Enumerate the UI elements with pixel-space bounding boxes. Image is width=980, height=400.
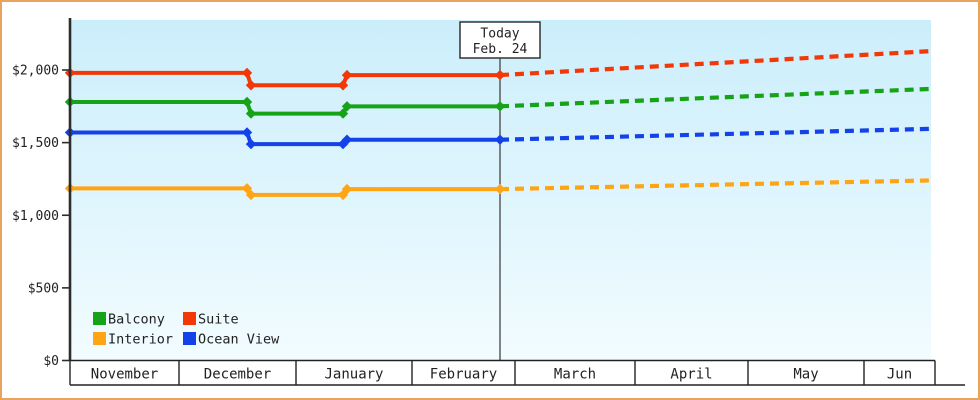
data-point-marker (241, 67, 253, 79)
data-point-marker (245, 189, 257, 201)
series-lines (64, 49, 932, 201)
data-point-marker (494, 183, 506, 195)
today-marker-box: Today Feb. 24 (459, 21, 541, 59)
legend: Balcony Suite Interior Ocean View (93, 312, 280, 348)
month-label: April (670, 367, 712, 383)
legend-label-suite: Suite (198, 312, 239, 328)
month-label: December (204, 367, 271, 383)
data-point-marker (241, 127, 253, 138)
legend-swatch-ocean-view (183, 332, 196, 345)
y-axis: $0 $500 $1,000 $1,500 $2,000 (12, 18, 72, 369)
month-label: May (793, 367, 818, 383)
data-point-marker (245, 108, 257, 119)
legend-swatch-balcony (93, 312, 106, 325)
forecast-line-interior (499, 178, 932, 192)
month-label: Jun (887, 367, 912, 383)
data-point-marker (337, 108, 349, 119)
data-point-marker (341, 101, 353, 112)
legend-swatch-interior (93, 332, 106, 345)
legend-label-interior: Interior (108, 332, 173, 348)
y-axis-tick-label: $0 (43, 354, 59, 369)
y-axis-tick-label: $1,000 (12, 209, 59, 224)
data-point-marker (341, 183, 353, 195)
series-line-ocean-view (70, 130, 500, 147)
month-label: January (324, 367, 383, 383)
series-line-suite (70, 70, 500, 88)
data-point-marker (245, 80, 257, 91)
month-label: November (91, 367, 158, 383)
data-point-marker (494, 134, 506, 145)
legend-label-ocean-view: Ocean View (198, 332, 280, 348)
data-point-marker (245, 138, 257, 150)
data-point-marker (241, 96, 253, 108)
y-axis-tick-label: $500 (28, 281, 59, 296)
month-axis: November December January February March Apri… (69, 359, 965, 386)
y-axis-tick-label: $2,000 (12, 64, 59, 79)
data-point-marker (341, 134, 353, 145)
today-label-line2: Feb. 24 (473, 42, 528, 57)
y-axis-tick-label: $1,500 (12, 136, 59, 151)
forecast-line-ocean-view (499, 126, 932, 142)
forecast-line-suite (499, 49, 932, 78)
month-label: March (554, 367, 596, 383)
today-label-box (459, 21, 541, 59)
forecast-line-balcony (499, 86, 932, 109)
data-point-marker (494, 101, 506, 112)
data-point-marker (241, 183, 253, 194)
legend-swatch-suite (183, 312, 196, 325)
legend-label-balcony: Balcony (108, 312, 165, 328)
today-label-line1: Today (480, 27, 519, 42)
series-line-interior (70, 186, 500, 197)
series-line-balcony (70, 99, 500, 116)
data-point-marker (494, 69, 506, 81)
data-point-marker (341, 69, 353, 81)
month-label: February (430, 367, 497, 383)
data-point-marker (337, 80, 349, 91)
